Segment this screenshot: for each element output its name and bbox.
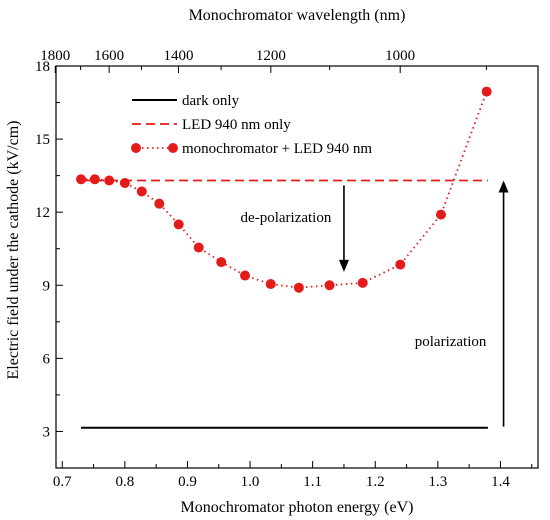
legend-label: monochromator + LED 940 nm xyxy=(182,141,372,157)
data-point xyxy=(240,270,251,281)
data-point xyxy=(481,86,492,97)
data-point xyxy=(119,177,130,188)
y-tick-label: 3 xyxy=(43,424,51,440)
x-tick-label: 0.9 xyxy=(178,474,197,490)
y-tick-label: 9 xyxy=(43,278,51,294)
data-point xyxy=(216,257,227,268)
data-point xyxy=(193,242,204,253)
x-tick-label: 1.4 xyxy=(491,474,510,490)
data-point xyxy=(265,279,276,290)
data-point xyxy=(395,259,406,270)
legend-label: LED 940 nm only xyxy=(182,117,291,133)
data-point xyxy=(324,280,335,291)
data-point xyxy=(173,219,184,230)
x-tick-label: 1.2 xyxy=(366,474,385,490)
data-point xyxy=(293,282,304,293)
y-axis-title: Electric field under the cathode (kV/cm) xyxy=(5,121,22,380)
x-axis-title: Monochromator photon energy (eV) xyxy=(181,499,414,516)
data-point xyxy=(435,209,446,220)
x2-axis-title: Monochromator wavelength (nm) xyxy=(189,7,406,24)
plot-frame xyxy=(55,65,539,469)
data-point xyxy=(104,175,115,186)
legend-marker xyxy=(168,143,178,153)
x-tick-label: 0.7 xyxy=(53,474,72,490)
annotation-label: de-polarization xyxy=(241,210,332,226)
annotation-label: polarization xyxy=(415,334,487,350)
x2-tick-label: 1600 xyxy=(94,48,124,64)
legend-marker xyxy=(131,143,141,153)
annotation-arrow-head xyxy=(498,180,509,193)
annotation-arrow-head xyxy=(338,259,349,272)
data-point xyxy=(357,277,368,288)
data-point xyxy=(89,174,100,185)
annotation-layer: de-polarization polarization xyxy=(241,180,509,427)
x-tick-label: 1.0 xyxy=(241,474,260,490)
legend-label: dark only xyxy=(182,93,240,109)
data-point xyxy=(76,174,87,185)
y-tick-label: 15 xyxy=(35,132,50,148)
x2-tick-label: 1400 xyxy=(163,48,193,64)
y-tick-label: 12 xyxy=(35,205,50,221)
data-point xyxy=(136,186,147,197)
series-layer xyxy=(76,86,492,429)
x2-tick-label: 1800 xyxy=(40,48,70,64)
x-tick-label: 1.1 xyxy=(303,474,322,490)
x-tick-label: 0.8 xyxy=(115,474,134,490)
y-tick-label: 6 xyxy=(43,351,51,367)
y-tick-label: 18 xyxy=(35,59,50,75)
legend: dark only LED 940 nm only monochromator + … xyxy=(131,93,372,157)
x-tick-label: 1.3 xyxy=(428,474,447,490)
x2-tick-label: 1000 xyxy=(385,48,415,64)
x2-tick-label: 1200 xyxy=(256,48,286,64)
data-point xyxy=(154,198,165,209)
